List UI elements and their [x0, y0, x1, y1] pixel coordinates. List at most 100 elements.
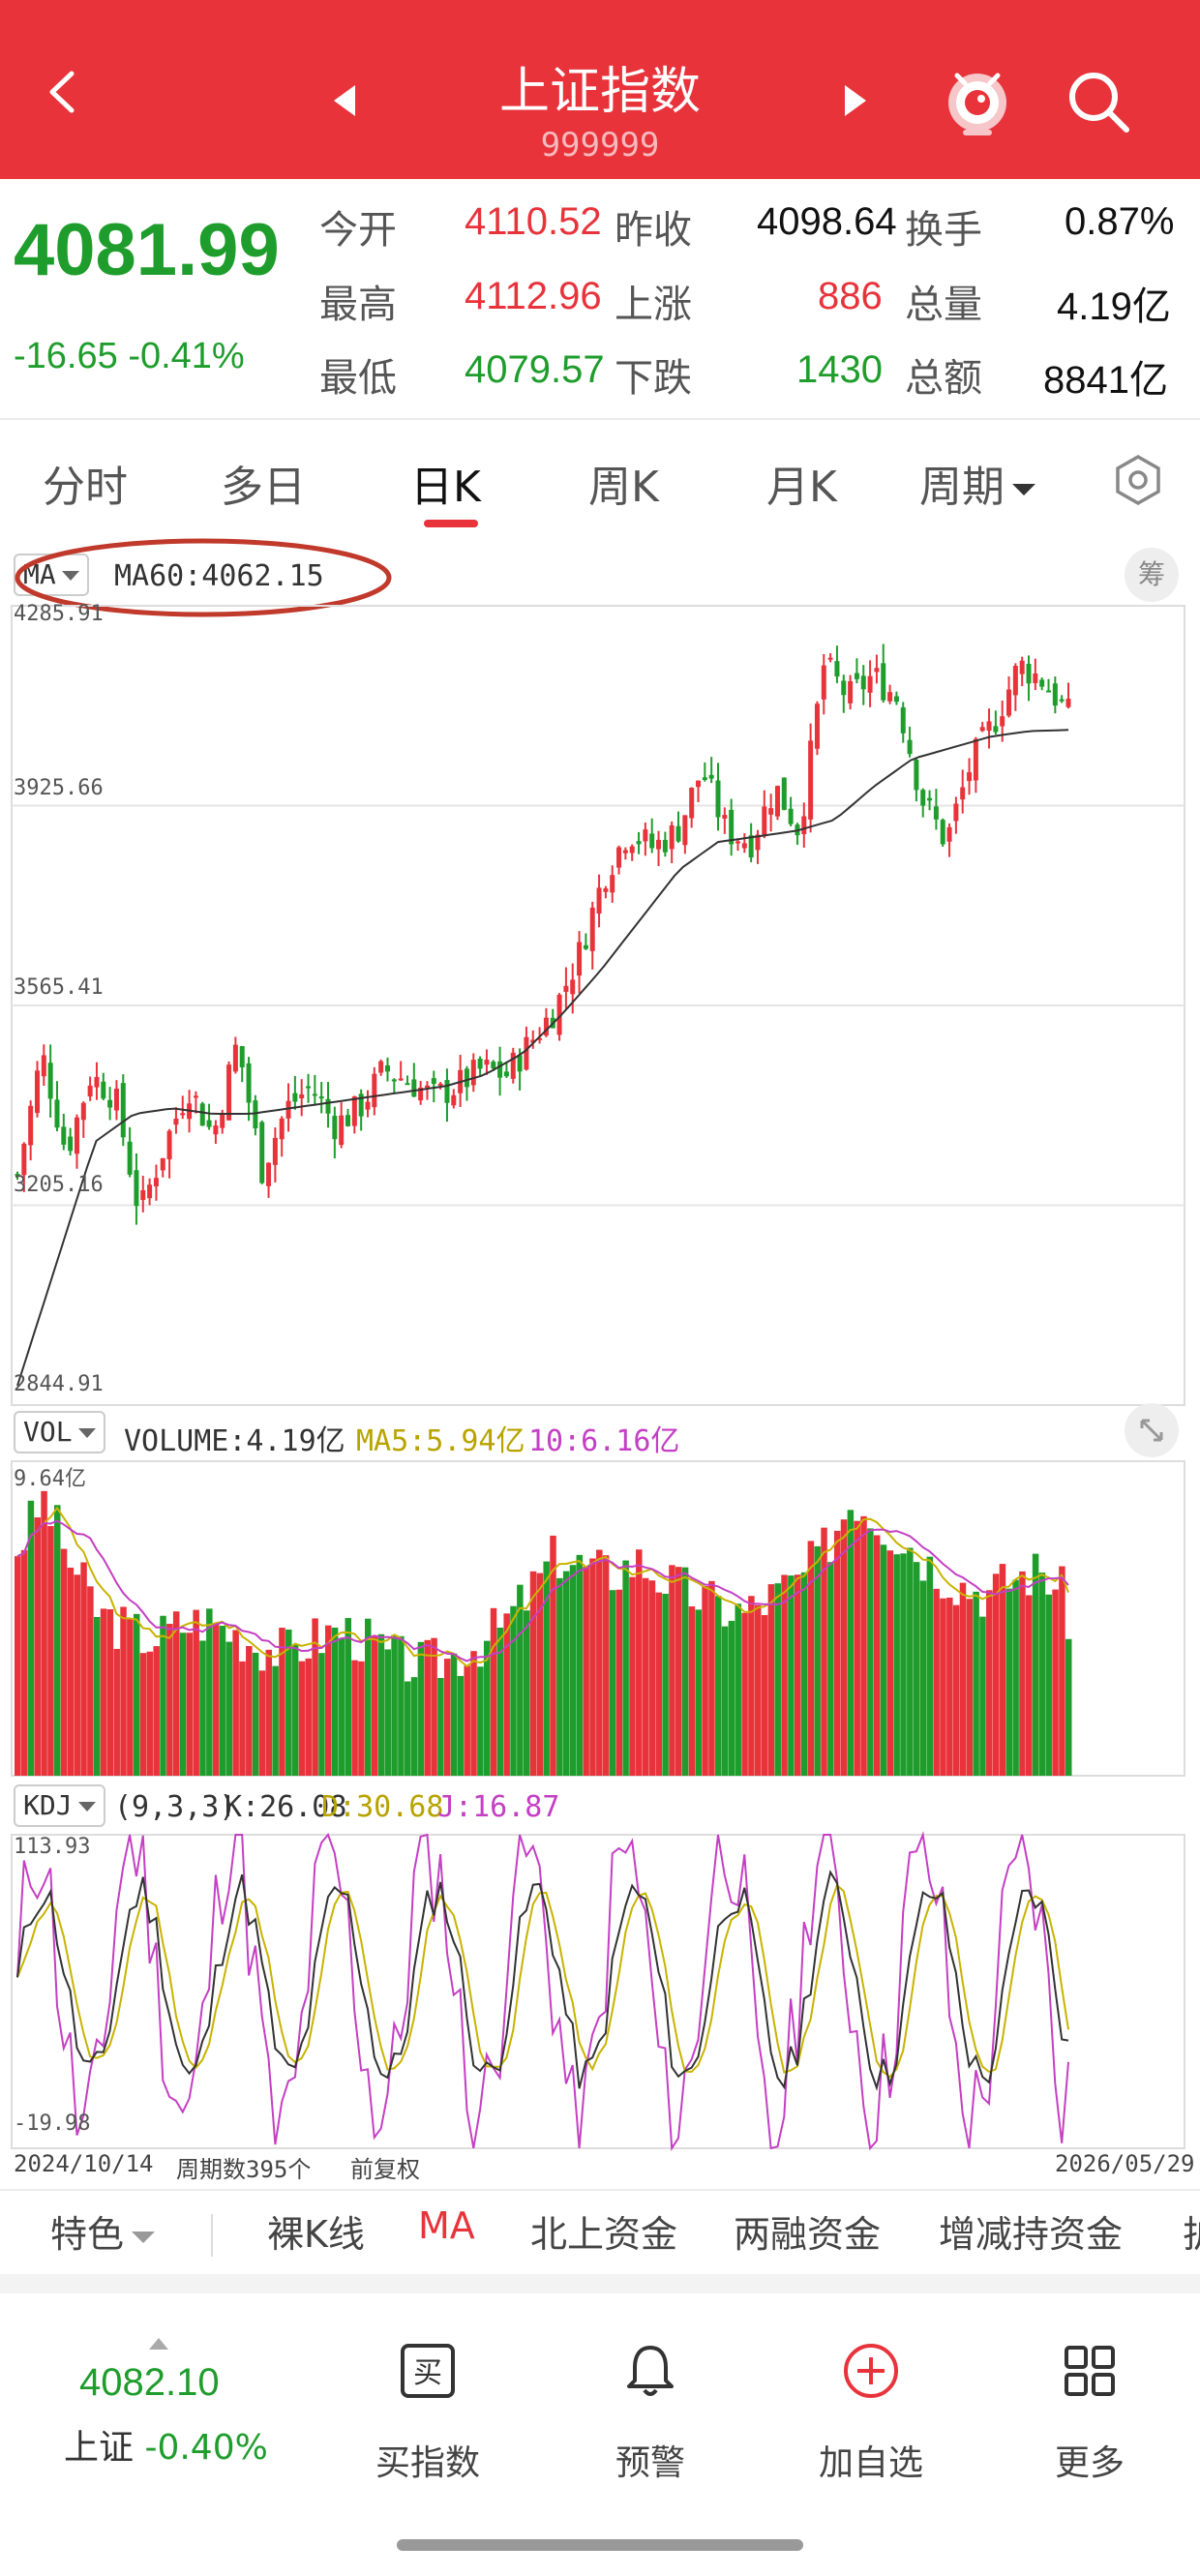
mascot-icon[interactable]: [944, 64, 1011, 137]
volume-bar: [166, 1624, 173, 1776]
next-stock-arrow-icon[interactable]: [845, 85, 866, 116]
candle-body: [411, 1079, 417, 1097]
volume-bar: [761, 1614, 768, 1776]
active-tab-indicator: [424, 520, 478, 527]
volume-bar: [457, 1675, 465, 1776]
chevron-down-icon: [61, 571, 79, 581]
candle-body: [365, 1101, 371, 1110]
tab-daily-k[interactable]: 日K: [410, 463, 481, 512]
chip-bare-k[interactable]: 裸K线: [267, 2213, 365, 2256]
candle-body: [543, 1017, 549, 1036]
tab-period-dropdown[interactable]: 周期: [919, 452, 1035, 514]
candle-body: [1026, 663, 1032, 684]
volume-bar: [754, 1604, 762, 1776]
kdj-indicator-dropdown[interactable]: KDJ: [14, 1784, 105, 1827]
volume-bar: [100, 1608, 107, 1776]
chip-holdings-change[interactable]: 增减持资金: [939, 2213, 1124, 2256]
candle-body: [437, 1083, 443, 1086]
candle-body: [603, 888, 609, 892]
candle-body: [768, 808, 774, 815]
chip-separator: [211, 2214, 213, 2257]
chip-distribution-button[interactable]: 筹: [1125, 548, 1179, 602]
volume-bar: [325, 1625, 332, 1776]
candle-body: [173, 1118, 179, 1125]
advancers-value: 886: [818, 275, 883, 317]
caret-up-icon[interactable]: [149, 2338, 168, 2350]
volume-bar: [529, 1571, 537, 1776]
candle-body: [973, 738, 978, 781]
tab-monthly-k[interactable]: 月K: [766, 463, 837, 512]
kdj-y-min: -19.98: [14, 2112, 91, 2136]
candle-body: [94, 1076, 100, 1088]
prev-stock-arrow-icon[interactable]: [334, 85, 355, 116]
settings-hexagon-icon[interactable]: [1111, 453, 1165, 507]
volume-bar: [840, 1519, 848, 1776]
volume-bar: [695, 1609, 703, 1776]
volume-bar: [721, 1626, 729, 1776]
volume-bar: [569, 1565, 577, 1776]
candle-body: [841, 680, 847, 696]
top-bar: 上证指数 999999: [0, 0, 1200, 179]
candle-body: [1059, 699, 1065, 702]
vol-indicator-dropdown[interactable]: VOL: [14, 1411, 105, 1453]
footer-index-change[interactable]: 上证 -0.40%: [64, 2419, 268, 2470]
candle-body: [47, 1063, 53, 1099]
volume-bar: [34, 1517, 41, 1776]
buy-index-label: 买指数: [375, 2443, 480, 2483]
y-tick-label: 2844.91: [14, 1372, 104, 1396]
volume-bar: [160, 1615, 166, 1776]
chip-overflow[interactable]: 护: [1183, 2204, 1200, 2258]
footer-price[interactable]: 4082.10: [79, 2361, 220, 2404]
volume-bar: [199, 1640, 206, 1776]
volume-bar: [583, 1566, 589, 1776]
volume-bar: [93, 1617, 101, 1776]
volume-label: 总量: [905, 284, 982, 326]
candle-body: [318, 1096, 324, 1099]
kline-chart[interactable]: [0, 542, 1200, 2168]
volume-bar: [748, 1596, 755, 1776]
candle-body: [636, 841, 642, 845]
chip-feature-dropdown[interactable]: 特色: [50, 2204, 156, 2258]
volume-bar: [800, 1572, 808, 1776]
volume-bar: [20, 1549, 28, 1776]
more-button[interactable]: 更多: [1012, 2342, 1167, 2483]
search-icon[interactable]: [1065, 68, 1132, 135]
back-icon[interactable]: [39, 68, 87, 116]
volume-bar: [398, 1635, 405, 1776]
candle-body: [127, 1141, 133, 1175]
tab-weekly-k[interactable]: 周K: [588, 463, 659, 512]
chip-ma[interactable]: MA: [418, 2204, 475, 2247]
tab-multi-day[interactable]: 多日: [221, 463, 306, 512]
candle-body: [134, 1170, 139, 1207]
add-watchlist-button[interactable]: 加自选: [794, 2342, 948, 2483]
decliners-value: 1430: [796, 348, 883, 391]
volume-bar: [900, 1553, 907, 1776]
volume-bar: [648, 1580, 656, 1776]
kdj-j-readout: J:16.87: [437, 1790, 560, 1824]
volume-bar: [384, 1649, 391, 1776]
volume-bar: [252, 1652, 259, 1776]
candle-body: [1046, 690, 1052, 693]
volume-bar: [966, 1599, 974, 1776]
candle-body: [622, 850, 628, 854]
chip-northbound[interactable]: 北上资金: [530, 2213, 678, 2256]
volume-bar: [919, 1580, 927, 1776]
high-value: 4112.96: [465, 275, 602, 317]
chip-margin[interactable]: 两融资金: [734, 2213, 882, 2256]
tab-intraday[interactable]: 分时: [43, 463, 128, 512]
footer-index-name: 上证: [64, 2428, 135, 2468]
candle-body: [220, 1114, 225, 1128]
bottom-toolbar: 4082.10 上证 -0.40% 买 买指数 预警 加自选 更: [0, 2322, 1200, 2487]
volume-bar: [437, 1678, 444, 1776]
alert-button[interactable]: 预警: [573, 2342, 728, 2483]
candle-body: [199, 1103, 205, 1126]
chevron-down-icon: [77, 1802, 96, 1812]
footer-change-pct: -0.40%: [144, 2428, 268, 2468]
candle-body: [80, 1102, 86, 1121]
expand-icon[interactable]: [1125, 1403, 1179, 1457]
buy-index-button[interactable]: 买 买指数: [350, 2342, 505, 2483]
candle-body: [54, 1099, 60, 1128]
volume-readout: VOLUME:4.19亿: [124, 1424, 345, 1458]
chart-area: MA MA60:4062.15 筹 4285.91 3925.66 3565.4…: [0, 538, 1200, 2183]
candle-body: [1033, 673, 1038, 684]
